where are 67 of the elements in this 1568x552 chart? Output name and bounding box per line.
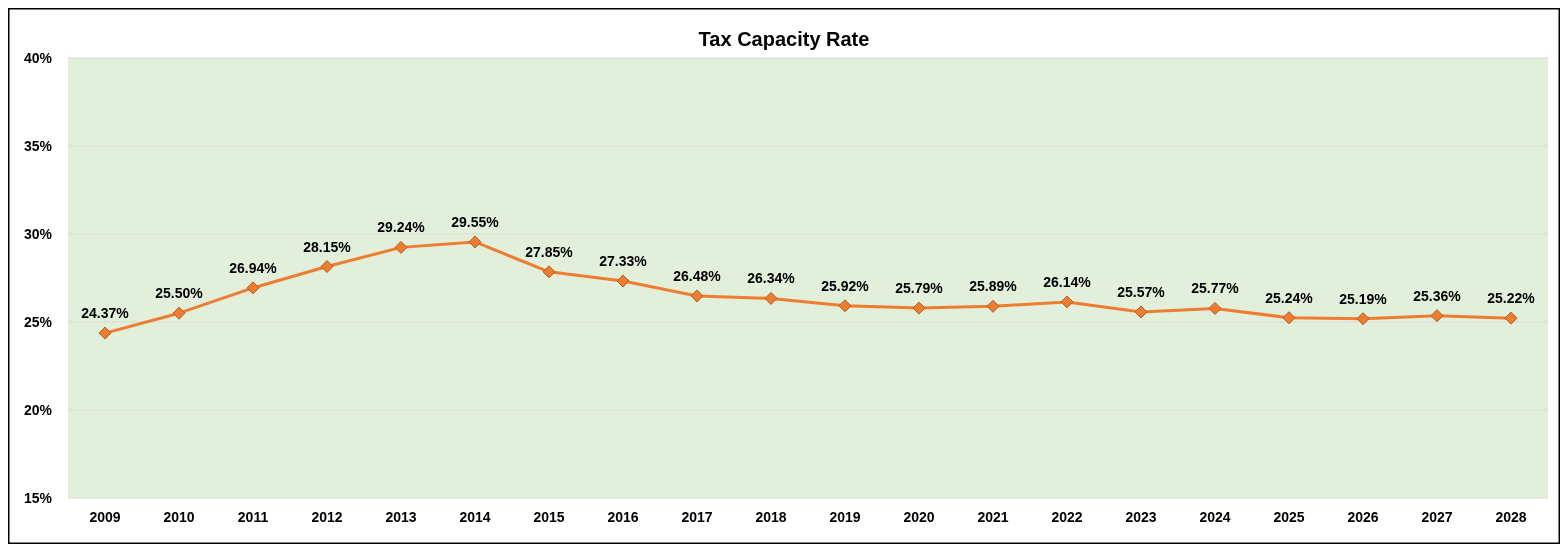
x-tick-label: 2016 [607, 509, 639, 525]
point [1134, 305, 1148, 319]
y-tick-label: 35% [23, 137, 53, 154]
x-tick-label: 2010 [163, 509, 195, 525]
x-tick-label: 2028 [1495, 509, 1527, 525]
x-tick-label: 2027 [1421, 509, 1453, 525]
point [764, 291, 778, 305]
data-label: 25.89% [969, 278, 1018, 295]
data-label: 25.36% [1413, 287, 1462, 304]
point [320, 260, 334, 274]
point [1060, 295, 1074, 309]
point [172, 306, 186, 320]
data-label: 29.55% [451, 213, 500, 230]
y-tick-label: 20% [23, 401, 53, 418]
point [394, 240, 408, 254]
x-tick-label: 2023 [1125, 509, 1157, 525]
x-tick-label: 2021 [977, 509, 1009, 525]
point [838, 299, 852, 313]
data-label: 28.15% [303, 238, 352, 255]
point [1504, 311, 1518, 325]
point [690, 289, 704, 303]
data-label: 25.19% [1339, 290, 1388, 307]
point [986, 299, 1000, 313]
x-tick-label: 2012 [311, 509, 343, 525]
x-tick-label: 2025 [1273, 509, 1305, 525]
point [98, 326, 112, 340]
data-label: 27.33% [599, 252, 648, 269]
y-tick-label: 25% [23, 313, 53, 330]
data-label: 29.24% [377, 219, 426, 236]
x-tick-label: 2020 [903, 509, 935, 525]
point [468, 235, 482, 249]
x-tick-label: 2014 [459, 509, 491, 525]
data-label: 25.50% [155, 285, 204, 302]
data-label: 27.85% [525, 243, 574, 260]
data-label: 26.14% [1043, 273, 1092, 290]
data-label: 26.48% [673, 267, 722, 284]
data-label: 25.92% [821, 277, 870, 294]
data-label: 25.79% [895, 280, 944, 297]
data-label: 26.34% [747, 270, 796, 287]
data-label: 24.37% [81, 305, 130, 322]
x-tick-label: 2026 [1347, 509, 1379, 525]
x-tick-label: 2019 [829, 509, 861, 525]
x-tick-label: 2018 [755, 509, 787, 525]
point [1356, 312, 1370, 326]
x-tick-label: 2015 [533, 509, 565, 525]
x-tick-label: 2017 [681, 509, 713, 525]
point [1430, 309, 1444, 323]
data-label: 25.24% [1265, 289, 1314, 306]
point [1282, 311, 1296, 325]
point [1208, 301, 1222, 315]
data-label: 25.22% [1487, 290, 1536, 307]
x-tick-label: 2013 [385, 509, 417, 525]
y-tick-label: 40% [23, 49, 53, 66]
chart-title: Tax Capacity Rate [698, 28, 870, 50]
point [542, 265, 556, 279]
x-tick-label: 2022 [1051, 509, 1083, 525]
y-tick-label: 30% [23, 225, 53, 242]
point [246, 281, 260, 295]
data-label: 25.77% [1191, 280, 1240, 297]
x-tick-label: 2011 [237, 509, 269, 525]
y-tick-label: 15% [23, 489, 53, 506]
data-label: 25.57% [1117, 283, 1166, 300]
x-tick-label: 2024 [1199, 509, 1231, 525]
point [616, 274, 630, 288]
data-label: 26.94% [229, 259, 278, 276]
point [912, 301, 926, 315]
x-tick-label: 2009 [89, 509, 121, 525]
